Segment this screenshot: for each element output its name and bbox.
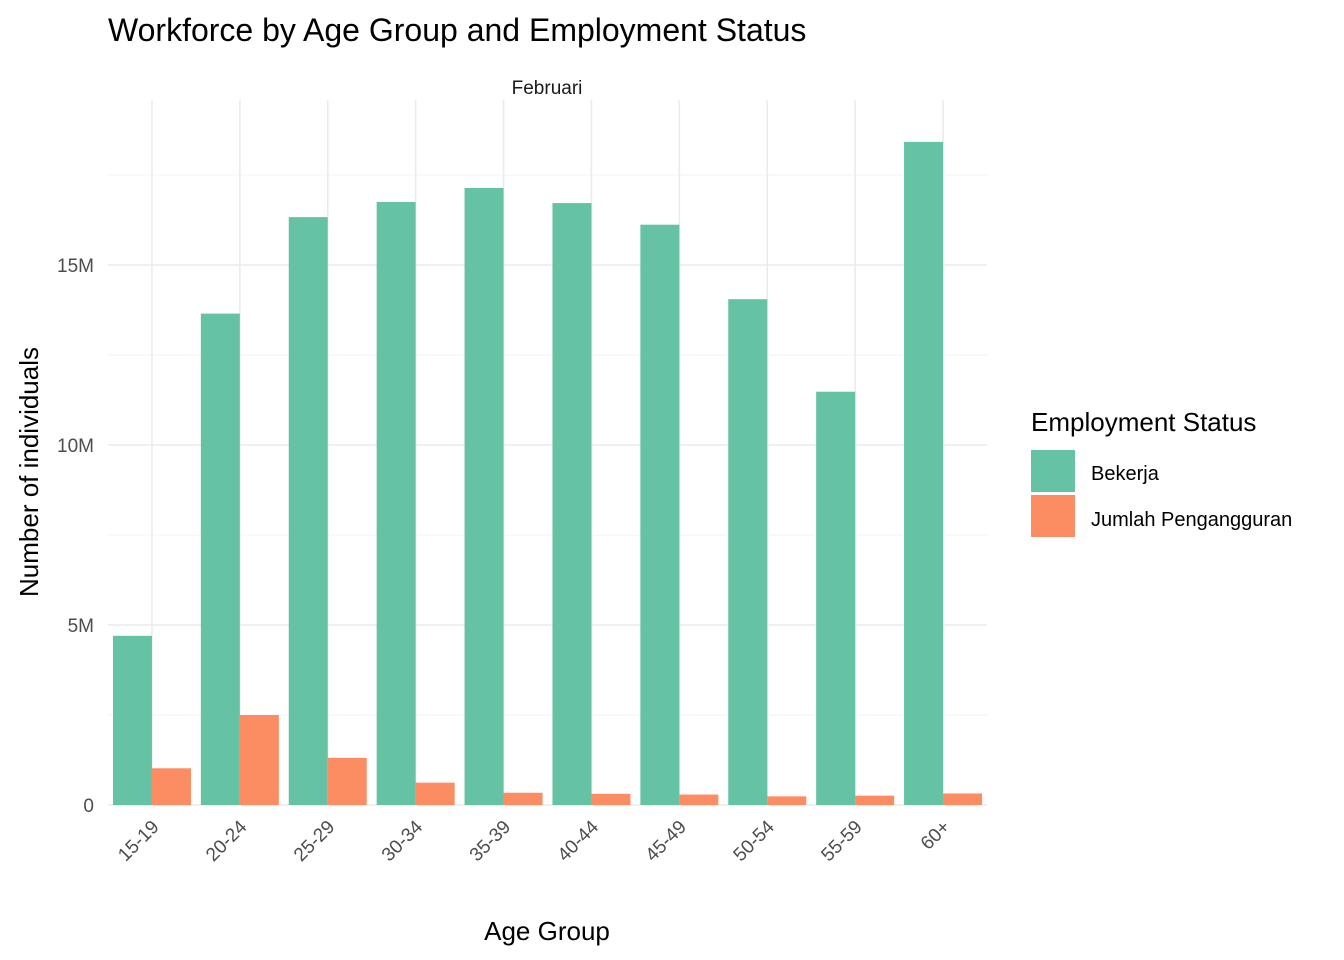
y-tick-label: 10M <box>57 436 94 457</box>
x-axis-ticks: 15-19 20-24 25-29 30-34 35-39 40-44 45-49 50-54… <box>114 816 954 866</box>
x-tick-label: 55-59 <box>817 817 866 866</box>
legend-title: Employment Status <box>1031 407 1256 437</box>
x-tick-label: 15-19 <box>114 817 163 866</box>
legend-label-bekerja: Bekerja <box>1091 463 1160 485</box>
x-tick-label: 20-24 <box>202 816 252 866</box>
x-tick-label: 45-49 <box>642 817 691 866</box>
bar-bekerja-45-49 <box>640 224 680 805</box>
x-tick-label: 30-34 <box>378 816 428 866</box>
bar-jumlah-pengangguran-50-54 <box>767 796 807 805</box>
bar-jumlah-pengangguran-20-24 <box>239 715 279 805</box>
y-tick-label: 0 <box>83 796 94 817</box>
bar-jumlah-pengangguran-30-34 <box>415 782 455 805</box>
x-tick-label: 40-44 <box>554 816 604 866</box>
bar-jumlah-pengangguran-60+ <box>943 793 983 805</box>
legend-swatch-bekerja <box>1031 450 1075 492</box>
bar-bekerja-30-34 <box>376 202 416 805</box>
legend: Employment Status Bekerja Jumlah Pengang… <box>1031 407 1292 537</box>
legend-label-jumlah-pengangguran: Jumlah Pengangguran <box>1091 509 1292 531</box>
chart-title: Workforce by Age Group and Employment St… <box>108 12 806 48</box>
facet-label: Februari <box>512 78 583 99</box>
bar-jumlah-pengangguran-15-19 <box>151 768 191 805</box>
x-tick-label: 60+ <box>917 817 955 855</box>
bar-bekerja-15-19 <box>112 635 152 805</box>
bars <box>112 141 983 805</box>
bar-jumlah-pengangguran-55-59 <box>855 795 895 805</box>
x-tick-label: 25-29 <box>290 817 339 866</box>
x-tick-label: 35-39 <box>466 817 515 866</box>
y-tick-label: 5M <box>68 616 94 637</box>
y-axis-ticks: 0 5M 10M 15M <box>57 256 94 817</box>
bar-jumlah-pengangguran-25-29 <box>327 757 367 805</box>
bar-bekerja-25-29 <box>288 217 328 805</box>
legend-swatch-jumlah-pengangguran <box>1031 495 1075 537</box>
bar-bekerja-60+ <box>904 141 944 805</box>
bar-bekerja-20-24 <box>200 313 240 805</box>
bar-bekerja-50-54 <box>728 299 768 805</box>
x-tick-label: 50-54 <box>730 816 780 866</box>
bar-bekerja-55-59 <box>816 391 856 805</box>
x-axis-title: Age Group <box>484 916 610 946</box>
bar-jumlah-pengangguran-45-49 <box>679 794 719 805</box>
bar-bekerja-40-44 <box>552 203 592 805</box>
bar-jumlah-pengangguran-35-39 <box>503 792 543 805</box>
y-tick-label: 15M <box>57 256 94 277</box>
bar-jumlah-pengangguran-40-44 <box>591 793 631 805</box>
y-axis-title: Number of individuals <box>14 347 44 597</box>
bar-bekerja-35-39 <box>464 187 504 805</box>
